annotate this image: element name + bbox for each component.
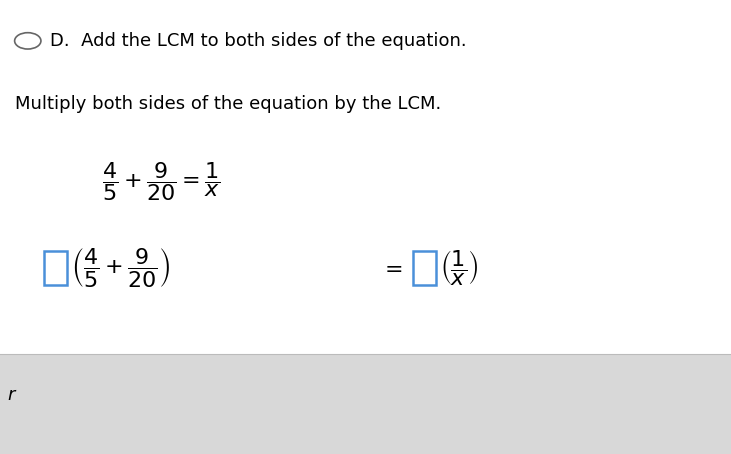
FancyBboxPatch shape [44,251,67,285]
Text: D.  Add the LCM to both sides of the equation.: D. Add the LCM to both sides of the equa… [50,32,466,50]
Text: $\left(\dfrac{1}{x}\right)$: $\left(\dfrac{1}{x}\right)$ [440,248,479,287]
FancyBboxPatch shape [0,354,731,454]
Text: r: r [7,386,15,404]
Text: Multiply both sides of the equation by the LCM.: Multiply both sides of the equation by t… [15,95,441,114]
Text: $\dfrac{4}{5} + \dfrac{9}{20} = \dfrac{1}{x}$: $\dfrac{4}{5} + \dfrac{9}{20} = \dfrac{1… [102,160,221,203]
Text: $=$: $=$ [380,258,403,278]
FancyBboxPatch shape [413,251,436,285]
FancyBboxPatch shape [0,0,731,354]
Text: $\left(\dfrac{4}{5}+\dfrac{9}{20}\right)$: $\left(\dfrac{4}{5}+\dfrac{9}{20}\right)… [71,247,170,289]
